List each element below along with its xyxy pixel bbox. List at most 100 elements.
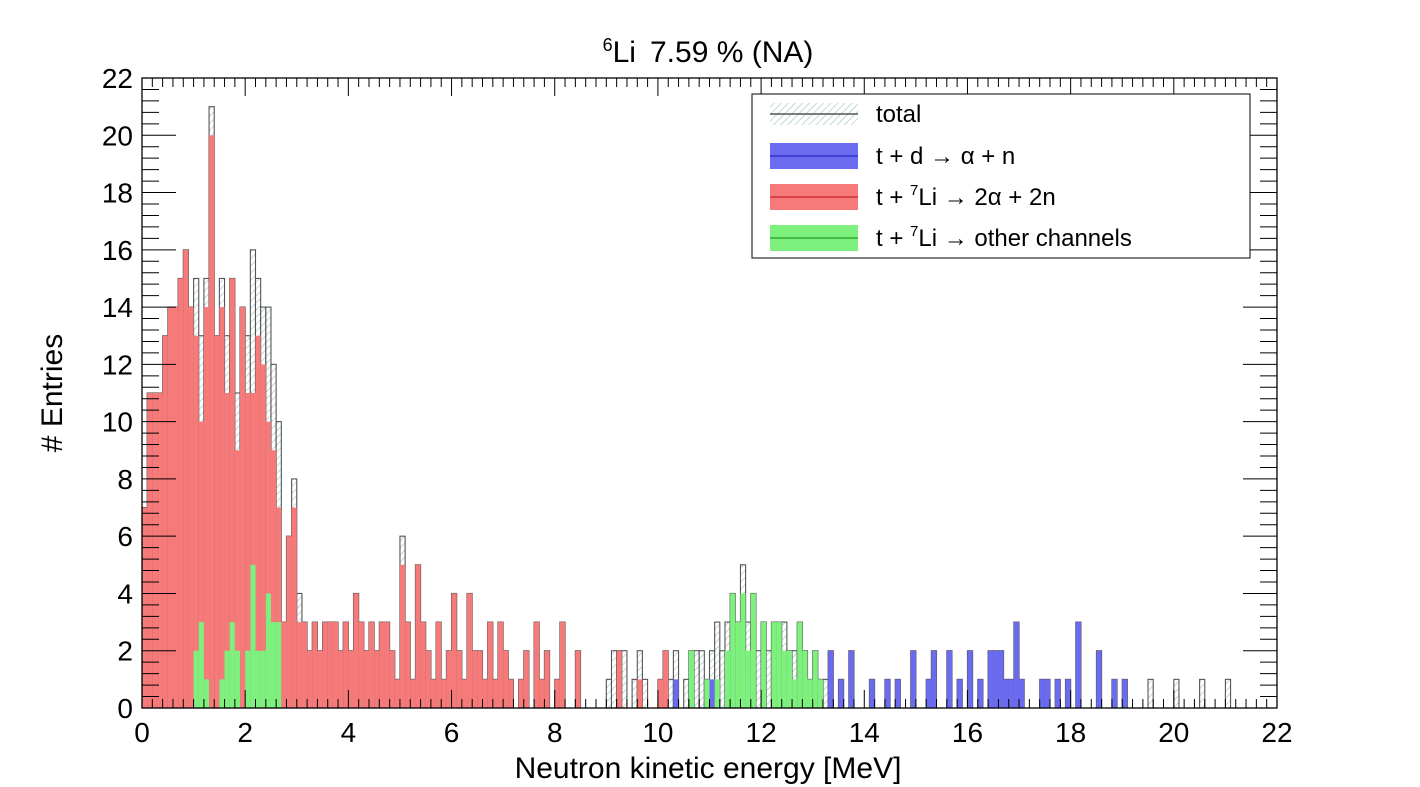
x-tick-label: 0 xyxy=(134,717,150,748)
bar-t-d-n xyxy=(1065,679,1071,708)
bar-t-d-n xyxy=(709,679,715,708)
bar-t-7li-other-channels xyxy=(792,679,798,708)
bar-total xyxy=(621,650,628,709)
x-tick-label: 8 xyxy=(547,717,563,748)
bar-t-7li-2-2n xyxy=(534,622,540,708)
bar-t-d-n xyxy=(910,650,916,708)
bar-t-d-n xyxy=(848,650,854,708)
bar-t-7li-2-2n xyxy=(410,679,416,708)
bar-t-7li-other-channels xyxy=(276,622,282,708)
bar-t-7li-2-2n xyxy=(301,622,308,708)
y-tick-label: 20 xyxy=(102,120,133,151)
bar-total xyxy=(765,650,772,709)
bar-t-7li-other-channels xyxy=(807,679,813,708)
bar-t-7li-2-2n xyxy=(389,650,395,708)
x-tick-label: 20 xyxy=(1158,717,1189,748)
bar-t-d-n xyxy=(977,679,983,708)
legend-label-td: t + d → α + n xyxy=(876,143,1015,170)
y-tick-label: 22 xyxy=(102,63,133,94)
bar-t-7li-2-2n xyxy=(477,650,483,708)
bar-t-7li-2-2n xyxy=(399,564,406,708)
x-tick-label: 16 xyxy=(952,717,983,748)
bar-t-7li-2-2n xyxy=(441,679,447,708)
bar-t-7li-2-2n xyxy=(152,393,158,708)
bar-t-d-n xyxy=(673,679,679,708)
bar-t-7li-other-channels xyxy=(730,593,736,708)
bar-t-d-n xyxy=(895,679,901,708)
bar-t-7li-other-channels xyxy=(704,679,710,708)
bar-t-7li-other-channels xyxy=(786,650,793,708)
bar-t-7li-other-channels xyxy=(250,564,256,708)
bar-t-7li-2-2n xyxy=(291,507,297,708)
bar-t-7li-2-2n xyxy=(559,622,566,708)
bar-t-7li-2-2n xyxy=(616,650,622,708)
bar-total xyxy=(1199,678,1206,709)
bar-t-d-n xyxy=(1111,679,1118,708)
x-tick-label: 4 xyxy=(341,717,357,748)
bar-total xyxy=(1173,678,1180,709)
bar-t-d-n xyxy=(957,679,963,708)
bar-total xyxy=(1147,678,1154,709)
x-tick-label: 18 xyxy=(1055,717,1086,748)
bar-t-7li-2-2n xyxy=(436,622,442,708)
bar-t-7li-2-2n xyxy=(312,622,318,708)
bar-t-d-n xyxy=(884,679,891,708)
bar-t-7li-2-2n xyxy=(245,393,251,708)
bar-t-7li-other-channels xyxy=(219,679,225,708)
bar-t-7li-2-2n xyxy=(353,593,359,708)
legend-post-t7li-2a2n: Li → 2α + 2n xyxy=(918,184,1055,211)
bar-t-7li-2-2n xyxy=(523,650,529,708)
bar-t-7li-2-2n xyxy=(338,650,344,708)
bar-t-7li-2-2n xyxy=(157,393,163,708)
bar-t-7li-other-channels xyxy=(203,679,210,708)
bar-t-d-n xyxy=(998,650,1004,708)
bar-t-d-n xyxy=(931,650,937,708)
bar-t-7li-2-2n xyxy=(446,650,452,708)
bar-t-d-n xyxy=(1008,679,1014,708)
bar-t-d-n xyxy=(1096,650,1102,708)
bar-t-7li-2-2n xyxy=(637,679,643,708)
bar-t-7li-2-2n xyxy=(554,679,560,708)
bar-total xyxy=(631,678,638,709)
bar-t-7li-2-2n xyxy=(363,650,369,708)
bar-t-7li-2-2n xyxy=(167,307,173,708)
bar-t-7li-2-2n xyxy=(663,650,669,708)
bar-t-7li-other-channels xyxy=(255,650,261,708)
bar-t-d-n xyxy=(828,650,834,708)
bar-t-7li-other-channels xyxy=(761,622,767,708)
legend-label-total: total xyxy=(876,101,921,128)
x-axis-title: Neutron kinetic energy [MeV] xyxy=(515,752,902,785)
x-tick-label: 12 xyxy=(746,717,777,748)
bar-t-7li-other-channels xyxy=(802,650,808,708)
bar-t-7li-2-2n xyxy=(430,679,437,708)
bar-t-7li-2-2n xyxy=(379,622,385,708)
bar-t-7li-2-2n xyxy=(518,679,524,708)
bar-t-7li-other-channels xyxy=(797,622,803,708)
bar-t-7li-other-channels xyxy=(745,650,751,708)
bar-t-7li-other-channels xyxy=(260,650,266,708)
bar-t-7li-2-2n xyxy=(270,450,277,708)
bar-t-7li-2-2n xyxy=(193,335,199,708)
bar-t-7li-2-2n xyxy=(209,135,215,709)
bar-total xyxy=(698,650,705,709)
y-tick-label: 12 xyxy=(102,349,133,380)
y-axis-title: # Entries xyxy=(36,334,69,452)
chart-title: 6Li 7.59 % (NA) xyxy=(603,35,814,69)
bar-t-7li-2-2n xyxy=(487,622,493,708)
bar-t-7li-2-2n xyxy=(394,679,400,708)
x-tick-labels: 0 2 4 6 8 10 12 14 16 18 20 22 xyxy=(134,717,1292,748)
bar-t-d-n xyxy=(993,650,999,708)
bar-t-7li-2-2n xyxy=(503,650,509,708)
legend: total t + d → α + n t + 7Li → 2α + 2n t … xyxy=(751,93,1251,259)
bar-total xyxy=(1224,678,1232,709)
legend-pre-t7li-other: t + xyxy=(876,225,910,252)
series-t-7li-2-2n xyxy=(142,135,669,709)
title-mass-number: 6 xyxy=(603,35,613,55)
bar-t-7li-2-2n xyxy=(214,335,220,708)
bar-t-7li-2-2n xyxy=(188,307,194,708)
bar-t-7li-2-2n xyxy=(575,650,581,708)
bar-t-d-n xyxy=(1039,679,1045,708)
bar-t-7li-2-2n xyxy=(425,650,431,708)
bar-t-d-n xyxy=(988,650,994,708)
bar-total xyxy=(683,678,690,709)
